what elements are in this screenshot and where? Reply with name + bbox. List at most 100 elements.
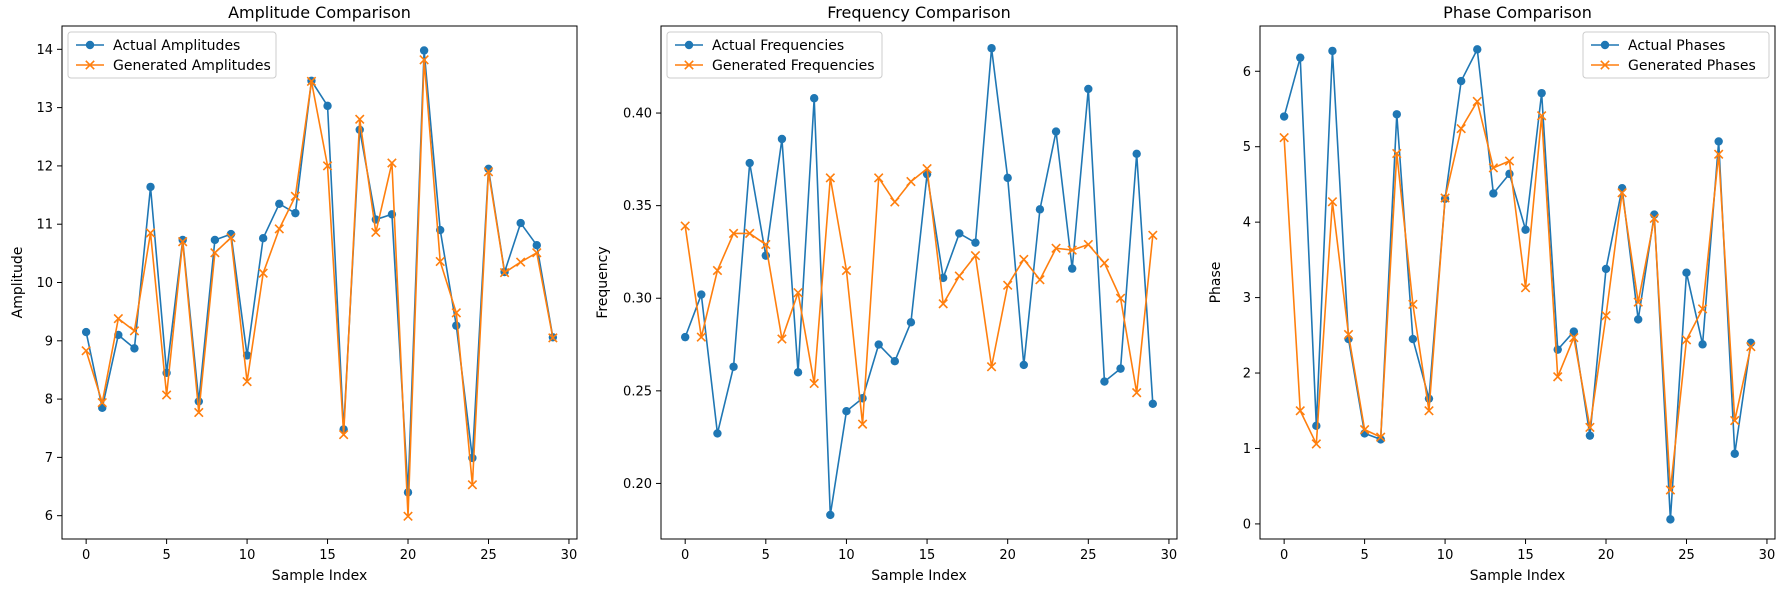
data-point (1714, 137, 1723, 146)
data-point (1327, 197, 1338, 207)
data-point (1408, 299, 1418, 310)
data-point (210, 235, 220, 245)
data-point (113, 313, 124, 324)
data-point (1633, 297, 1643, 307)
data-point (548, 333, 558, 343)
x-tick-label: 0 (82, 548, 90, 563)
data-point (1312, 421, 1321, 431)
data-point (729, 362, 738, 371)
data-point (338, 429, 349, 440)
data-point (1473, 45, 1482, 54)
x-tick-label: 15 (1517, 548, 1534, 563)
data-point (258, 233, 268, 243)
series-line (85, 49, 554, 494)
legend-label: Generated Amplitudes (113, 58, 271, 74)
data-point (744, 228, 755, 239)
x-tick-label: 15 (919, 548, 936, 563)
data-point (387, 158, 397, 168)
data-point (1131, 387, 1142, 398)
legend-label: Actual Frequencies (712, 38, 844, 54)
data-point (274, 224, 285, 234)
data-point (745, 158, 754, 168)
data-point (1003, 173, 1012, 183)
data-point (1456, 76, 1466, 86)
legend-box (666, 31, 883, 79)
data-point (1601, 264, 1611, 274)
data-point (1296, 53, 1305, 62)
data-point (354, 114, 365, 125)
x-axis: 0 5 10 15 20 25 30 (681, 539, 1177, 563)
plot-area (81, 46, 558, 522)
data-point (323, 101, 332, 111)
data-point (146, 182, 155, 192)
y-axis: 0.20 0.25 0.30 0.35 0.40 (623, 107, 661, 492)
data-point (826, 510, 835, 520)
data-point (1116, 364, 1125, 373)
x-tick-label: 5 (1360, 548, 1368, 563)
x-axis-label: Sample Index (1470, 568, 1565, 584)
data-point (419, 55, 429, 65)
y-tick-label: 10 (36, 276, 53, 291)
chart-panel-3: Phase Comparison 0 5 10 15 20 25 30 0 1 2 3 4 5 6 Sampl… (1208, 3, 1776, 584)
data-point (1585, 431, 1595, 440)
y-tick-label: 0.40 (623, 107, 652, 122)
legend-marker (85, 40, 95, 50)
data-point (1051, 127, 1061, 136)
data-point (728, 228, 739, 239)
y-tick-label: 0.25 (623, 384, 652, 399)
data-point (1634, 315, 1643, 324)
data-point (1681, 335, 1692, 345)
data-point (1084, 84, 1093, 94)
chart-title: Phase Comparison (1443, 3, 1592, 22)
data-point (1665, 485, 1676, 495)
chart-panel-2: Frequency Comparison 0 5 10 15 20 25 30 0.20 0.25… (595, 3, 1178, 584)
y-tick-label: 6 (1243, 65, 1251, 80)
data-point (906, 318, 916, 327)
x-tick-label: 0 (681, 548, 689, 563)
data-point (761, 239, 771, 250)
data-point (1746, 341, 1756, 352)
legend-marker (684, 60, 694, 70)
y-axis: 6 7 8 9 10 11 12 13 14 (36, 43, 62, 524)
data-point (81, 345, 91, 356)
series-line (1283, 48, 1752, 521)
data-point (178, 235, 187, 245)
data-point (1408, 334, 1418, 344)
data-point (1392, 148, 1402, 159)
x-tick-label: 10 (838, 548, 855, 563)
data-point (1682, 268, 1691, 277)
axes-frame (1259, 25, 1776, 540)
chart-title: Frequency Comparison (827, 3, 1011, 22)
data-point (1585, 422, 1595, 433)
data-point (516, 218, 525, 228)
data-point (1730, 415, 1740, 426)
y-axis-label: Phase (1208, 262, 1224, 304)
data-point (1279, 132, 1289, 143)
series-actual (81, 46, 558, 497)
x-tick-label: 5 (162, 548, 170, 563)
y-tick-label: 12 (36, 159, 53, 174)
data-point (1083, 239, 1094, 250)
legend-marker (1600, 60, 1610, 70)
y-tick-label: 0.35 (623, 199, 652, 214)
data-point (680, 332, 690, 342)
data-point (1520, 283, 1531, 293)
data-point (971, 238, 980, 247)
y-tick-label: 14 (36, 43, 53, 58)
data-point (403, 511, 413, 522)
data-point (403, 488, 413, 497)
data-point (484, 164, 493, 174)
series-actual (680, 44, 1158, 520)
data-point (793, 287, 803, 298)
y-tick-label: 1 (1243, 442, 1251, 457)
data-point (987, 44, 996, 53)
x-tick-label: 20 (1598, 548, 1615, 563)
y-tick-label: 7 (45, 451, 53, 466)
data-point (1002, 280, 1013, 291)
y-tick-label: 0.20 (623, 477, 652, 492)
data-point (713, 429, 722, 438)
series-line (684, 47, 1154, 516)
data-point (1537, 88, 1546, 98)
legend-item: Actual Phases (1591, 38, 1725, 54)
